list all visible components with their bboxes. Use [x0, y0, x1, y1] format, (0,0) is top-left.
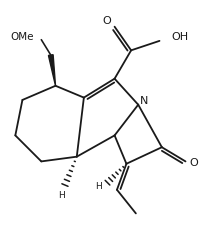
Text: O: O	[102, 16, 111, 26]
Text: H: H	[58, 191, 65, 200]
Polygon shape	[48, 55, 55, 86]
Text: H: H	[95, 182, 101, 191]
Text: O: O	[189, 158, 198, 168]
Text: OMe: OMe	[11, 32, 34, 42]
Text: N: N	[140, 96, 148, 106]
Text: OH: OH	[171, 32, 188, 42]
